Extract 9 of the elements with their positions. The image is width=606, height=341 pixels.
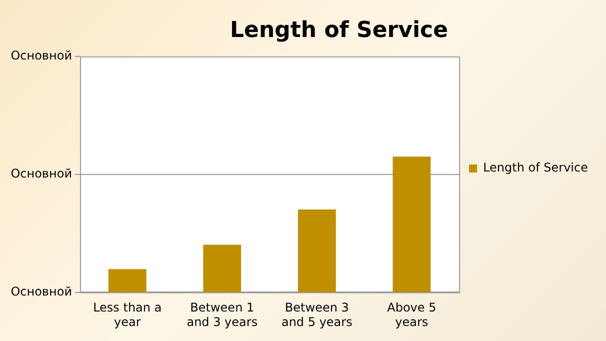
x-tick-label: Between 3 and 5 years — [281, 300, 352, 329]
text: Основной — [10, 284, 72, 298]
x-tick-label: Between 1 and 3 years — [186, 300, 258, 329]
text: Основной — [10, 48, 72, 63]
chart-title: Length of Service — [230, 18, 448, 43]
text: Основной — [10, 166, 72, 180]
x-tick-label: Above 5 years — [387, 300, 436, 329]
legend-label: Length of Service — [483, 160, 588, 175]
x-tick-label: Less than a year — [93, 300, 162, 329]
